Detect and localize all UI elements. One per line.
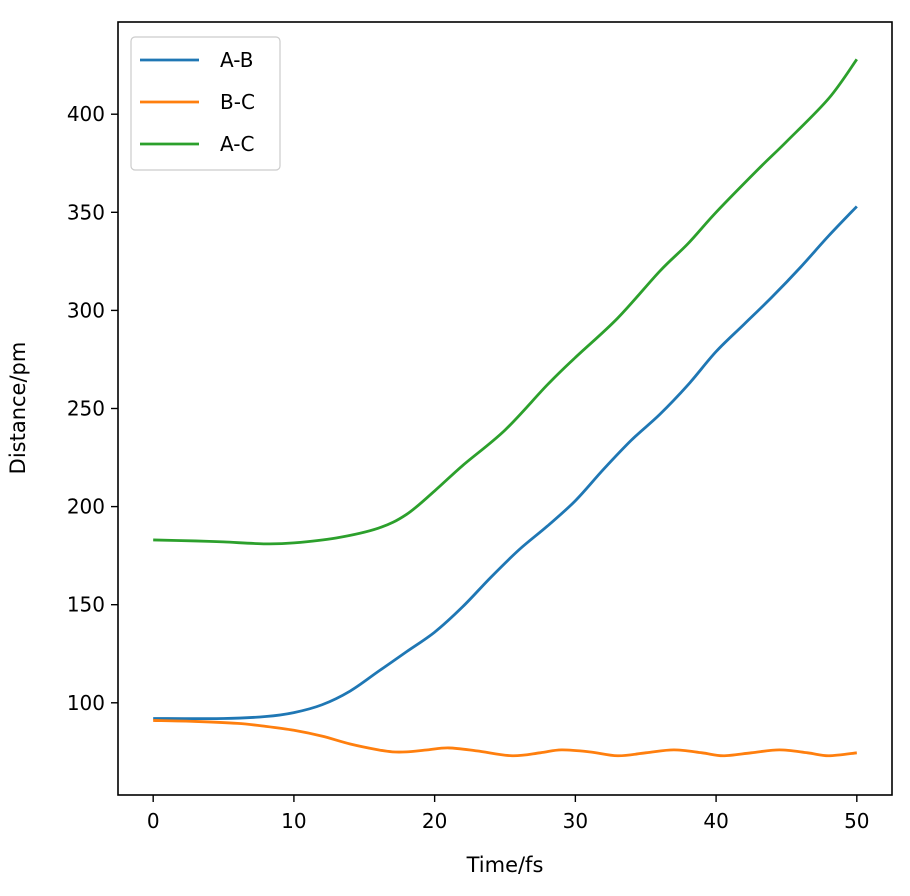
y-tick-label: 200 <box>67 495 105 519</box>
x-tick-label: 40 <box>703 809 728 833</box>
y-tick-label: 400 <box>67 102 105 126</box>
legend-box <box>130 36 281 171</box>
y-tick-label: 300 <box>67 298 105 322</box>
legend-label: A-C <box>220 132 254 156</box>
series-line-a-c <box>153 58 858 546</box>
series-line-a-b <box>153 205 858 721</box>
x-tick-label: 10 <box>281 809 306 833</box>
legend-label: B-C <box>220 90 255 114</box>
x-tick-label: 20 <box>422 809 447 833</box>
x-tick-label: 30 <box>563 809 588 833</box>
y-tick-label: 150 <box>67 593 105 617</box>
y-tick-label: 250 <box>67 397 105 421</box>
x-tick-label: 0 <box>147 809 160 833</box>
x-axis-label: Time/fs <box>466 853 544 877</box>
y-tick-label: 100 <box>67 691 105 715</box>
series-line-b-c <box>153 719 857 758</box>
legend-label: A-B <box>220 48 253 72</box>
y-axis-label: Distance/pm <box>6 342 30 475</box>
x-tick-label: 50 <box>844 809 869 833</box>
legend: A-B B-C A-C <box>130 36 281 171</box>
y-tick-label: 350 <box>67 200 105 224</box>
